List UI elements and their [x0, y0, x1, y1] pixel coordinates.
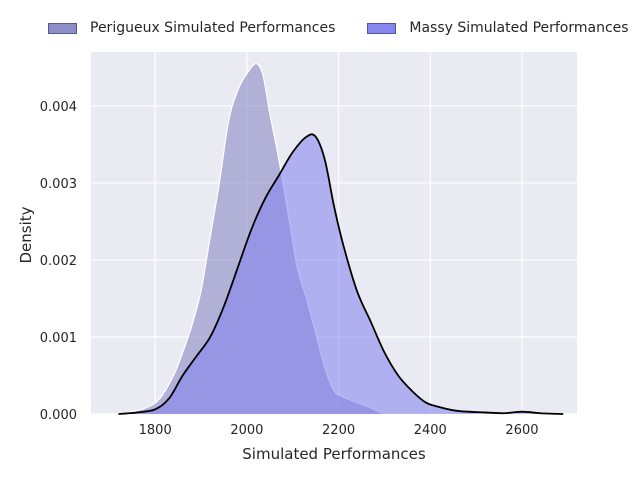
- x-axis-label: Simulated Performances: [242, 445, 426, 463]
- legend-item-perigueux[interactable]: Perigueux Simulated Performances: [48, 20, 335, 36]
- y-tick-label-1: 0.001: [40, 331, 77, 346]
- ticks: 1800 2000 2200 2400 2600 0.000 0.001 0.002 0.003…: [40, 100, 539, 438]
- x-tick-label-1800: 1800: [139, 423, 172, 438]
- y-axis-label: Density: [17, 206, 35, 263]
- legend-swatch-massy: [367, 22, 397, 34]
- series-layer: [109, 62, 564, 415]
- legend-label-massy: Massy Simulated Performances: [409, 20, 629, 36]
- y-tick-label-0: 0.000: [40, 408, 77, 423]
- legend-item-massy[interactable]: Massy Simulated Performances: [367, 20, 629, 36]
- y-tick-label-4: 0.004: [40, 100, 77, 115]
- legend-swatch-perigueux: [48, 22, 77, 34]
- x-tick-label-2000: 2000: [230, 423, 263, 438]
- kde-area-perigueux: [109, 63, 385, 415]
- y-tick-label-2: 0.002: [40, 254, 77, 269]
- x-tick-label-2200: 2200: [322, 423, 355, 438]
- y-tick-label-3: 0.003: [40, 177, 77, 192]
- legend: Perigueux Simulated Performances Massy S…: [48, 20, 629, 36]
- kde-area-massy: [118, 134, 564, 414]
- x-tick-label-2600: 2600: [505, 423, 538, 438]
- legend-label-perigueux: Perigueux Simulated Performances: [90, 20, 336, 36]
- x-tick-label-2400: 2400: [414, 423, 447, 438]
- kde-line-massy: [118, 133, 564, 415]
